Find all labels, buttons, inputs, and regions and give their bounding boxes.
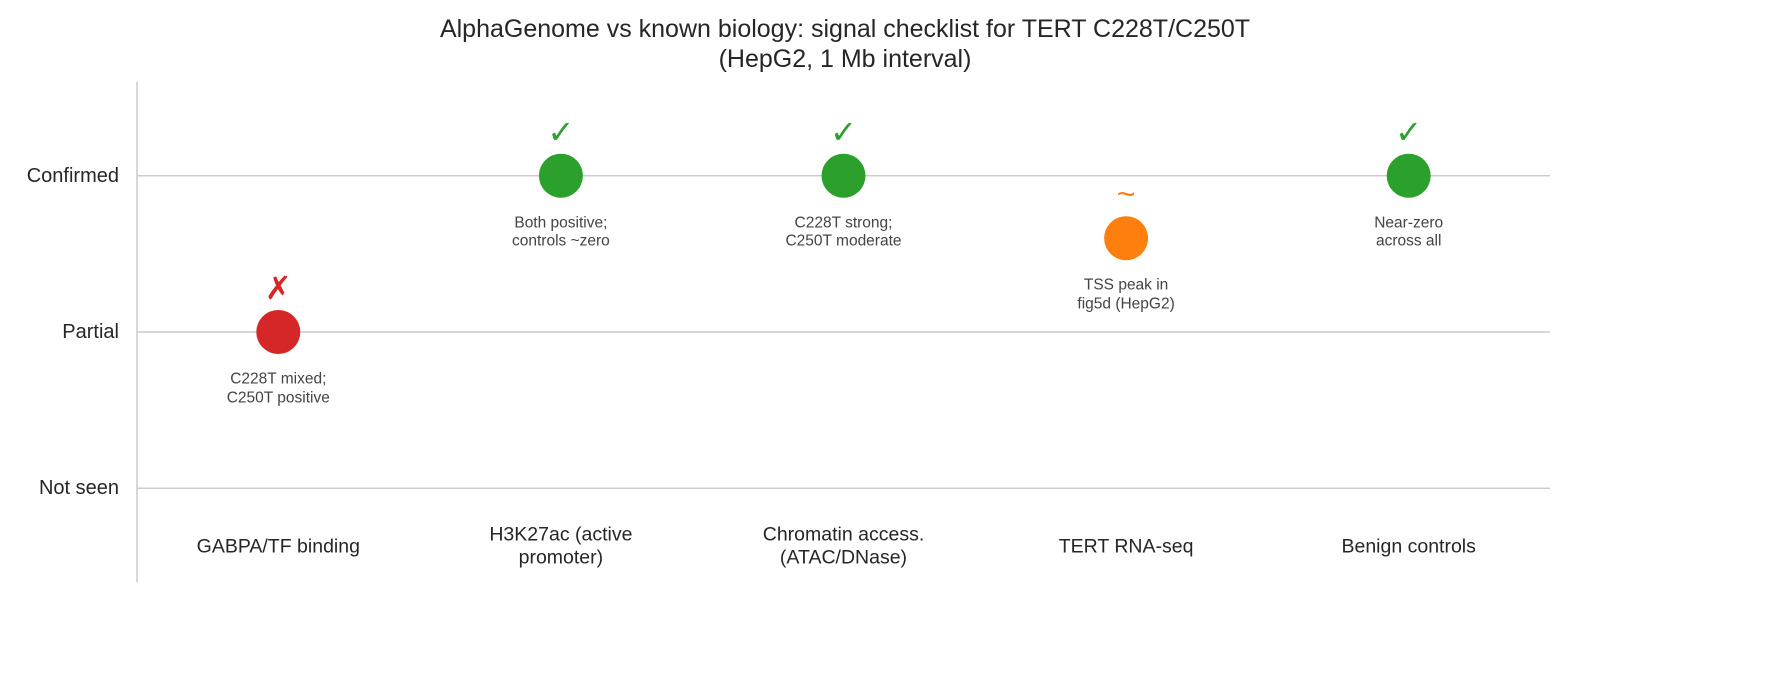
y-tick-label: Partial	[62, 321, 119, 343]
category-label: Benign controls	[1341, 535, 1476, 558]
y-tick-label: Confirmed	[26, 164, 119, 187]
y-tick-label: Not seen	[38, 477, 119, 500]
category-label: Chromatin access. (ATAC/DNase)	[762, 523, 925, 569]
note: C228T mixed; C250T positive	[226, 370, 330, 406]
category-label: TERT RNA-seq	[1058, 535, 1194, 558]
note: Both positive; controls ~zero	[511, 214, 610, 250]
status-dot	[1386, 153, 1431, 198]
status-dot	[256, 310, 301, 354]
status-symbol: ✓	[547, 113, 575, 150]
note: Near-zero across all	[1374, 214, 1444, 250]
status-dot	[821, 153, 866, 198]
category-label: GABPA/TF binding	[196, 535, 360, 558]
status-symbol: ✗	[264, 269, 292, 306]
status-symbol: ~	[1116, 176, 1136, 213]
status-symbol: ✓	[1395, 113, 1423, 150]
status-dot	[1104, 216, 1149, 261]
chart-title: AlphaGenome vs known biology: signal che…	[439, 15, 1251, 73]
status-dot	[538, 153, 583, 198]
status-symbol: ✓	[830, 113, 857, 150]
note: TSS peak in fig5d (HepG2)	[1077, 276, 1175, 313]
category-label: H3K27ac (active promoter)	[489, 523, 633, 569]
note: C228T strong; C250T moderate	[785, 214, 902, 250]
